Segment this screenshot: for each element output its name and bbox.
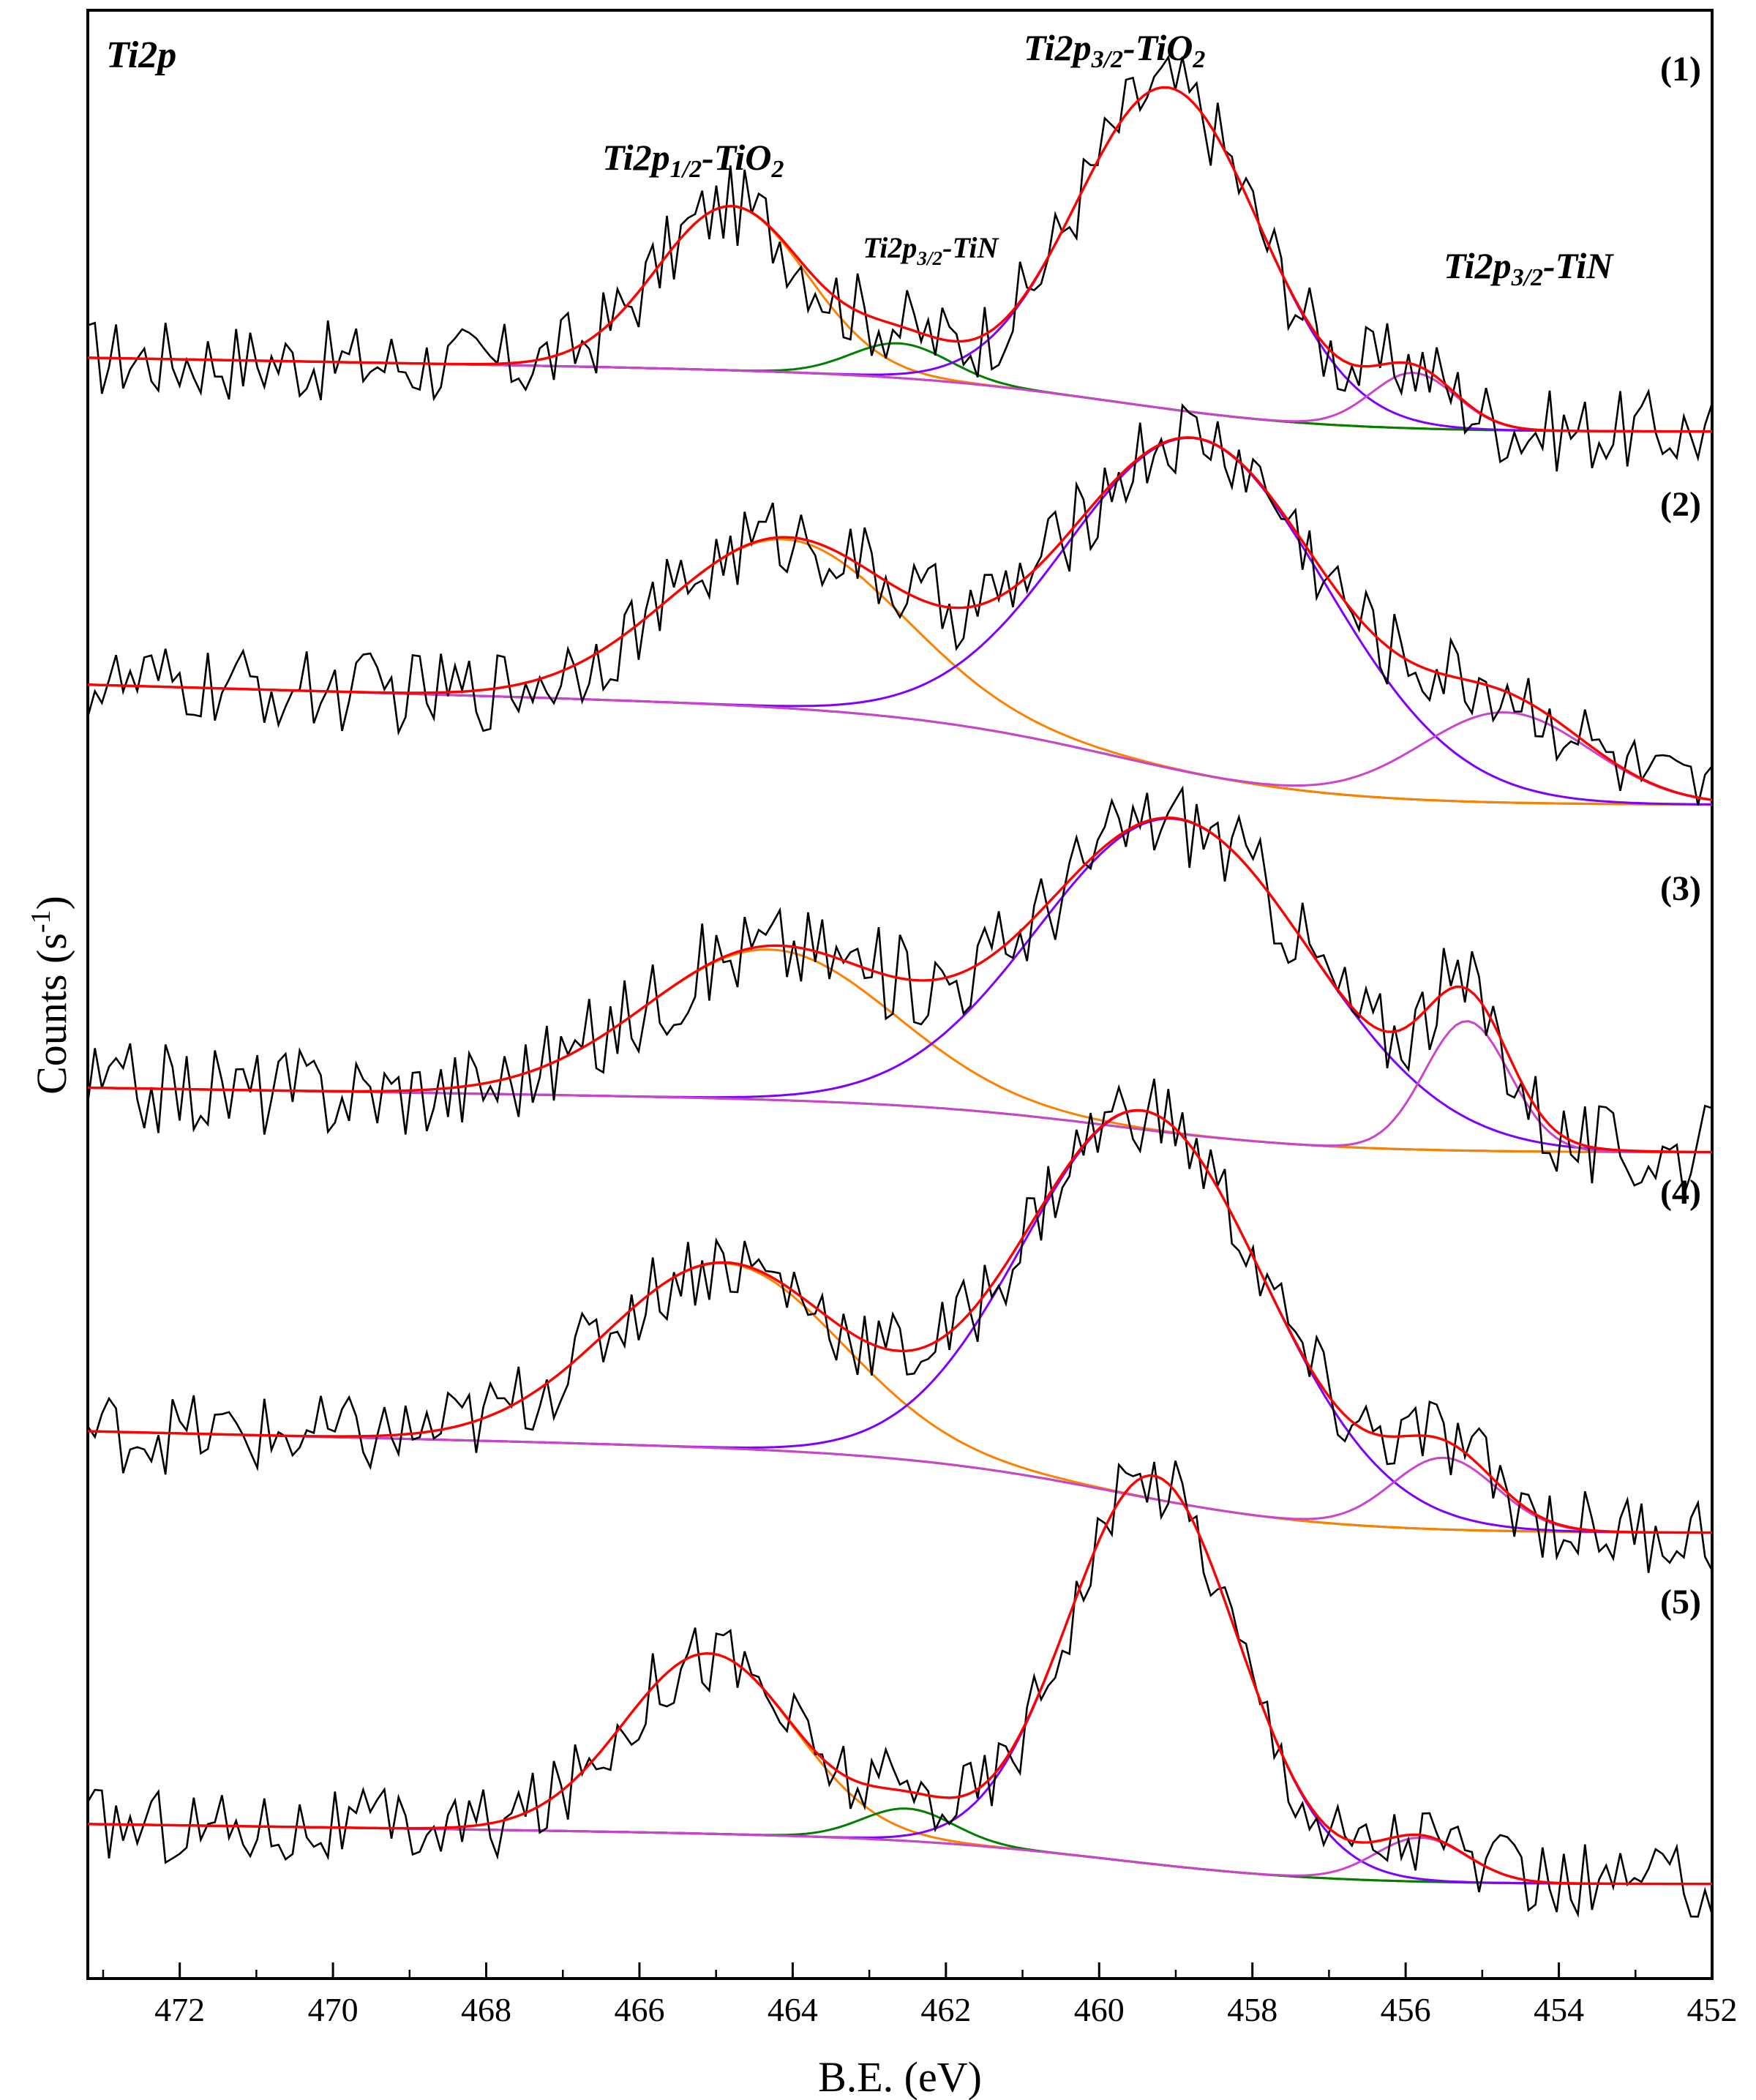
peak-label-2: Ti2p3/2-TiN [863, 231, 999, 269]
series-1-peak-4 [87, 356, 1712, 433]
series-layer [86, 54, 1714, 1919]
peak-label-4: Ti2p3/2-TiN [1444, 245, 1614, 291]
series-5-envelope [87, 1474, 1712, 1886]
x-tick-label-464: 464 [768, 1991, 818, 2028]
series-5-peak-1 [87, 1652, 1712, 1886]
y-axis-title-main: Counts (s [28, 933, 75, 1095]
x-tick-label-452: 452 [1687, 1991, 1738, 2028]
panel-label-5: (5) [1660, 1583, 1701, 1621]
x-tick-label-454: 454 [1534, 1991, 1584, 2028]
series-4-peak-1 [87, 1261, 1712, 1534]
series-1 [87, 54, 1714, 472]
series-3-envelope [87, 816, 1713, 1154]
series-1-background [87, 356, 1712, 433]
y-axis-title: Counts (s-1) [26, 896, 75, 1095]
panel-label-4: (4) [1660, 1173, 1701, 1212]
series-2-background [87, 683, 1713, 806]
panel-label-2: (2) [1660, 485, 1701, 524]
plot-frame [86, 9, 1714, 1980]
x-tick-label-458: 458 [1227, 1991, 1277, 2028]
corner-label: Ti2p [106, 34, 176, 76]
x-tick-label-472: 472 [154, 1991, 205, 2028]
panel-labels: (1) (2) (3) (4) (5) [1660, 50, 1701, 1621]
series-2 [86, 402, 1714, 806]
y-axis-title-sup: -1 [26, 910, 56, 933]
series-2-envelope [87, 436, 1713, 801]
series-2-peak-1 [87, 538, 1713, 806]
series-1-envelope [87, 86, 1712, 433]
peak-label-3: Ti2p3/2-TiO2 [1024, 27, 1205, 73]
series-2-raw-data [86, 402, 1714, 806]
series-4-peak-3 [87, 1430, 1712, 1534]
peak-label-1: Ti2p1/2-TiO2 [602, 137, 784, 183]
series-2-peak-3 [87, 683, 1713, 801]
x-tick-label-466: 466 [614, 1991, 664, 2028]
x-axis-title: B.E. (eV) [818, 2053, 982, 2100]
peak-labels: Ti2p1/2-TiO2 Ti2p3/2-TiN Ti2p3/2-TiO2 Ti2p3… [602, 27, 1614, 291]
series-1-peak-2 [87, 342, 1712, 433]
y-axis-title-close: ) [28, 896, 75, 910]
series-4-envelope [87, 1109, 1712, 1534]
x-tick-label-460: 460 [1074, 1991, 1125, 2028]
series-4 [86, 1079, 1714, 1573]
series-4-raw-data [86, 1079, 1714, 1573]
x-tick-label-462: 462 [920, 1991, 971, 2028]
series-1-raw-data [87, 54, 1714, 472]
series-3 [86, 785, 1713, 1196]
series-3-peak-3 [87, 1020, 1713, 1154]
x-tick-label-468: 468 [461, 1991, 511, 2028]
x-tick-label-470: 470 [308, 1991, 359, 2028]
x-axis: 472 470 468 466 464 462 460 458 456 454 452 [102, 1962, 1738, 2028]
x-tick-label-456: 456 [1381, 1991, 1431, 2028]
series-5 [86, 1460, 1714, 1919]
panel-label-1: (1) [1660, 50, 1701, 89]
series-5-raw-data [86, 1460, 1714, 1919]
series-4-peak-2 [87, 1109, 1712, 1534]
series-3-raw-data [86, 785, 1713, 1196]
panel-label-3: (3) [1660, 869, 1701, 908]
series-2-peak-2 [87, 436, 1713, 806]
series-3-peak-2 [87, 817, 1713, 1154]
